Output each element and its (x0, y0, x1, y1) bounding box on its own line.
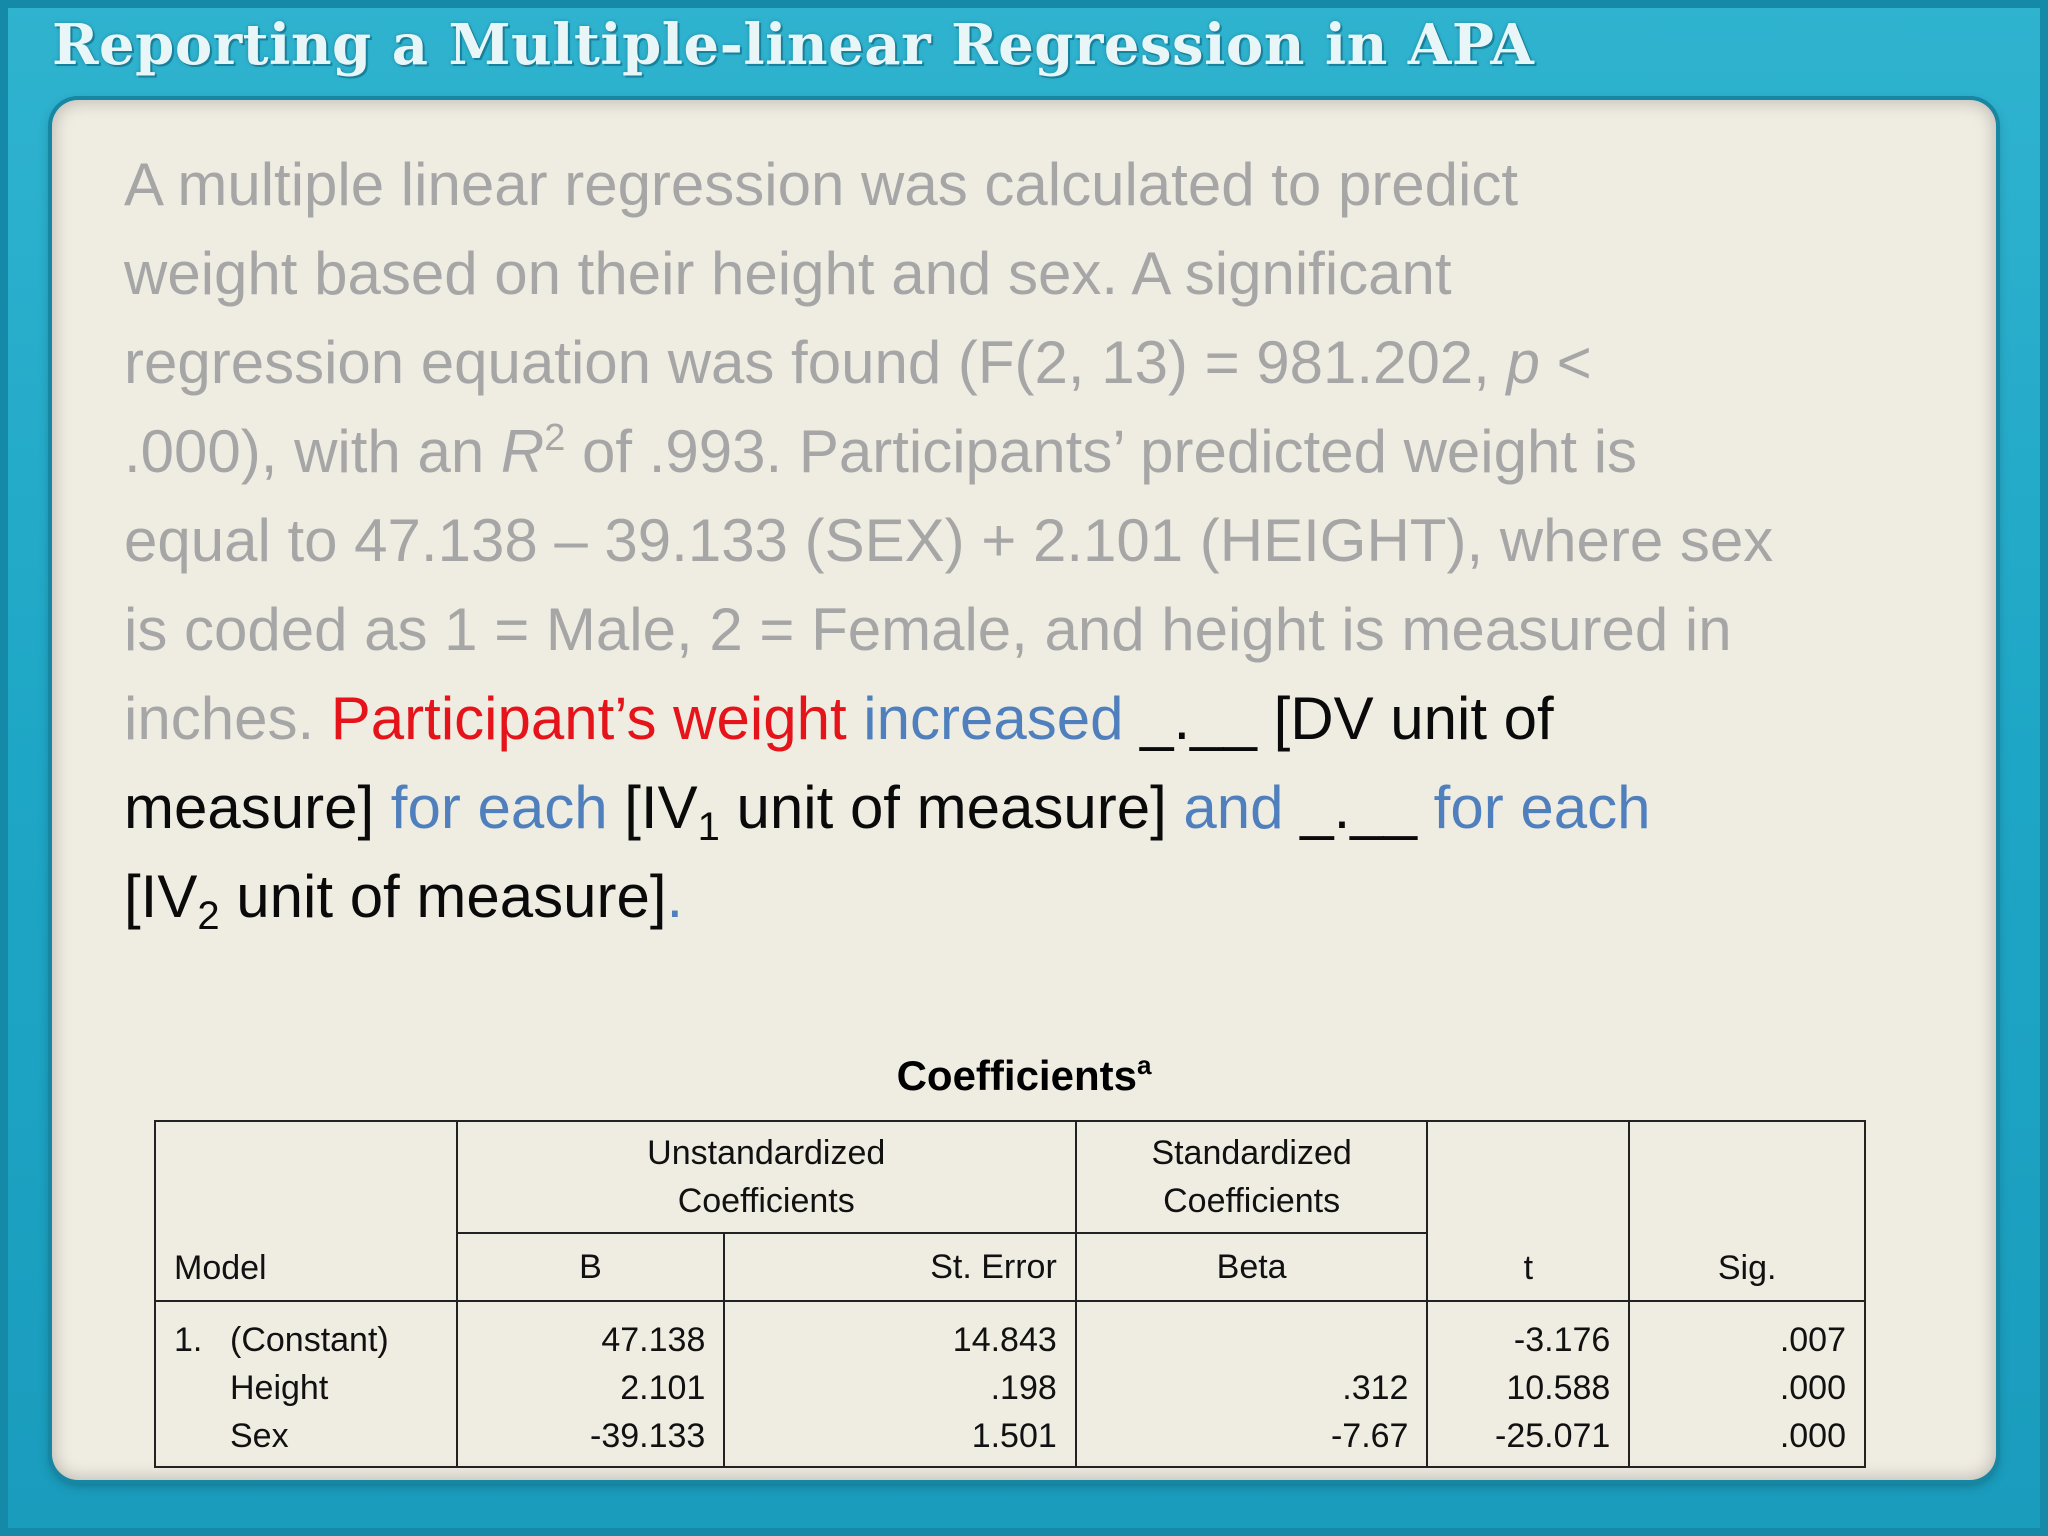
table-title-footnote-mark: a (1136, 1050, 1152, 1080)
text: < (1539, 329, 1592, 396)
header-sig-label: Sig. (1717, 1249, 1777, 1287)
template-text: . (666, 863, 684, 930)
dv-highlight: Participant’s weight (330, 685, 847, 752)
table-header-row-2: B St. Error Beta (155, 1232, 1865, 1302)
paragraph-line-6: is coded as 1 = Male, 2 = Female, and he… (124, 585, 1984, 674)
paragraph-line-8: measure] for each [IV1 unit of measure] … (124, 763, 1984, 852)
sig-value: .000 (1779, 1417, 1846, 1455)
fill-in-text: _.__ [DV unit of (1123, 685, 1554, 752)
fill-in-text: measure] (124, 774, 375, 841)
header-se: St. Error (723, 1232, 1077, 1302)
sig-value: .007 (1779, 1321, 1846, 1359)
fill-in-text: unit of measure] (219, 863, 667, 930)
fill-in-text: unit of measure] (719, 774, 1167, 841)
iv-subscript: 2 (197, 894, 220, 938)
b-value: 47.138 (601, 1321, 706, 1359)
slide-title: Reporting a Multiple-linear Regression i… (52, 12, 1535, 78)
iv-subscript: 1 (697, 805, 720, 849)
header-text: Coefficients (677, 1182, 855, 1220)
header-b-label: B (579, 1247, 602, 1286)
r-symbol: R (500, 418, 545, 485)
row-name: Sex (230, 1417, 289, 1455)
header-text: Unstandardized (647, 1134, 886, 1172)
table-title: Coefficientsa (52, 1052, 1996, 1100)
text: inches. (124, 685, 331, 752)
header-standardized: Standardized Coefficients (1074, 1120, 1429, 1234)
coefficients-table: Model Unstandardized Coefficients Standar… (154, 1120, 1866, 1468)
model-cell: 1. (Constant) Height Sex (154, 1300, 458, 1468)
p-symbol: p (1506, 329, 1540, 396)
paragraph-line-4: .000), with an R2 of .993. Participants’… (124, 407, 1984, 496)
header-unstandardized: Unstandardized Coefficients (455, 1120, 1077, 1234)
table-row: 1. (Constant) (174, 1316, 438, 1364)
template-text: and (1166, 774, 1284, 841)
table-row: Height (174, 1364, 438, 1412)
table-title-text: Coefficients (896, 1052, 1137, 1099)
t-cell: -3.176 10.588 -25.071 (1426, 1300, 1631, 1468)
text: equal to 47.138 – 39.133 (SEX) + 2.101 (… (124, 507, 1774, 574)
paragraph-line-1: A multiple linear regression was calcula… (124, 140, 1984, 229)
header-beta: Beta (1074, 1232, 1429, 1302)
beta-value: .312 (1342, 1369, 1409, 1407)
r-squared-superscript: 2 (544, 417, 566, 459)
text: of .993. Participants’ predicted weight … (565, 418, 1638, 485)
template-text: for each (374, 774, 608, 841)
text: weight based on their height and sex. A … (124, 240, 1452, 307)
content-panel: A multiple linear regression was calcula… (52, 100, 1996, 1480)
paragraph-line-2: weight based on their height and sex. A … (124, 229, 1984, 318)
template-text: increased (846, 685, 1124, 752)
se-value: 14.843 (952, 1321, 1057, 1359)
text: .000), with an (124, 418, 501, 485)
header-t-label: t (1523, 1249, 1534, 1287)
header-model: Model (154, 1120, 458, 1302)
b-value: -39.133 (590, 1417, 706, 1455)
header-sig: Sig. (1628, 1120, 1866, 1302)
paragraph-line-5: equal to 47.138 – 39.133 (SEX) + 2.101 (… (124, 496, 1984, 585)
se-value: 1.501 (971, 1417, 1057, 1455)
t-value: 10.588 (1506, 1369, 1611, 1407)
text: regression equation was found (F(2, 13) … (124, 329, 1507, 396)
header-beta-label: Beta (1216, 1247, 1287, 1286)
row-name: (Constant) (230, 1321, 389, 1359)
template-text: for each (1417, 774, 1651, 841)
fill-in-text: _.__ (1283, 774, 1417, 841)
header-model-label: Model (174, 1249, 267, 1287)
paragraph-line-9: [IV2 unit of measure]. (124, 852, 1984, 941)
beta-value (1095, 1316, 1409, 1364)
table-header-row-1: Model Unstandardized Coefficients Standar… (154, 1120, 1866, 1302)
sig-value: .000 (1779, 1369, 1846, 1407)
paragraph-line-7: inches. Participant’s weight increased _… (124, 674, 1984, 763)
paragraph-line-3: regression equation was found (F(2, 13) … (124, 318, 1984, 407)
header-t: t (1426, 1120, 1631, 1302)
header-se-label: St. Error (930, 1247, 1057, 1286)
b-value: 2.101 (620, 1369, 706, 1407)
table-body-row: 1. (Constant) Height Sex 47.138 2.101 -39… (154, 1300, 1866, 1468)
model-number: 1. (174, 1321, 203, 1359)
apa-paragraph: A multiple linear regression was calcula… (124, 140, 1984, 941)
t-value: -3.176 (1513, 1321, 1611, 1359)
text: A multiple linear regression was calcula… (124, 151, 1519, 218)
header-b: B (455, 1232, 726, 1302)
header-text: Coefficients (1163, 1182, 1341, 1220)
table-row: Sex (174, 1412, 438, 1460)
fill-in-text: [IV (607, 774, 698, 841)
row-name: Height (230, 1369, 329, 1407)
b-cell: 47.138 2.101 -39.133 (455, 1300, 726, 1468)
t-value: -25.071 (1495, 1417, 1611, 1455)
header-text: Standardized (1151, 1134, 1352, 1172)
beta-cell: .312 -7.67 (1074, 1300, 1429, 1468)
sig-cell: .007 .000 .000 (1628, 1300, 1866, 1468)
se-cell: 14.843 .198 1.501 (723, 1300, 1077, 1468)
se-value: .198 (990, 1369, 1057, 1407)
fill-in-text: [IV (124, 863, 198, 930)
beta-value: -7.67 (1330, 1417, 1409, 1455)
text: is coded as 1 = Male, 2 = Female, and he… (124, 596, 1732, 663)
